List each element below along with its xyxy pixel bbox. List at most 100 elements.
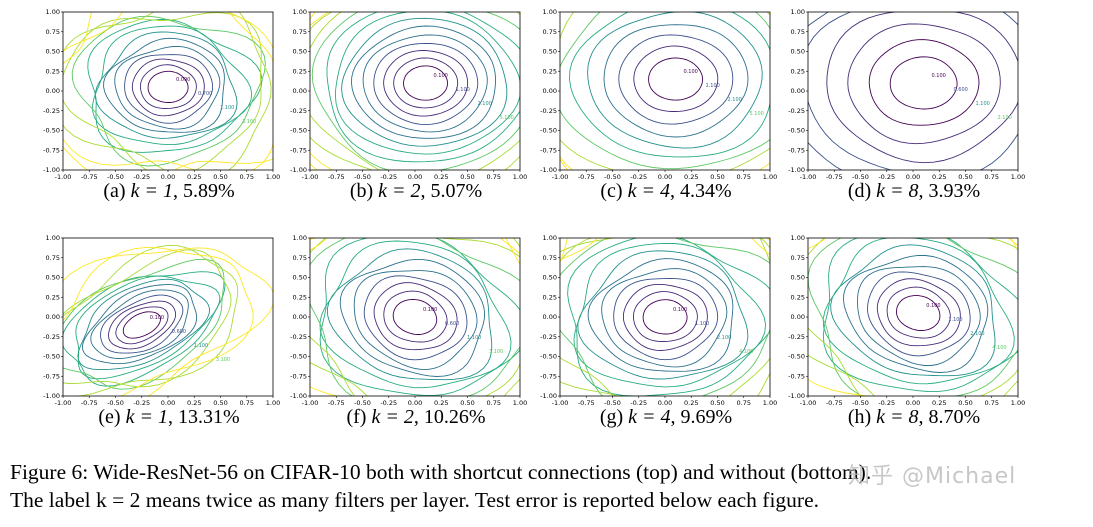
contour-line (319, 238, 520, 396)
contour-level-label: 2.100 (717, 335, 731, 341)
contour-line (311, 12, 520, 170)
contour-line (808, 238, 1018, 396)
contour-plot-f: 0.100 0.600 1.100 3.100 -1.00-1.00 -0.75 -0.75… (290, 234, 527, 407)
y-tick-label: 0.25 (46, 293, 60, 301)
x-tick-label: 0.25 (434, 399, 448, 407)
contour-line (613, 278, 719, 361)
subfigure-caption: (f) k = 2, 10.26% (290, 406, 542, 429)
x-tick-label: -0.75 (578, 399, 595, 407)
x-tick-label: 0.50 (460, 173, 474, 181)
y-tick-label: 1.00 (293, 234, 307, 242)
x-tick-label: -1.00 (552, 173, 569, 181)
contour-line (139, 64, 197, 109)
watermark-text: 知乎 @Michael (848, 464, 1017, 489)
contour-line (351, 25, 496, 139)
contour-line (63, 12, 273, 170)
y-tick-label: 0.00 (46, 87, 60, 95)
contour-line (310, 238, 520, 396)
x-tick-label: -0.50 (107, 173, 124, 181)
x-tick-label: 1.00 (763, 399, 777, 407)
x-tick-label: -0.75 (826, 173, 843, 181)
y-tick-label: -0.75 (540, 372, 557, 380)
y-tick-label: -1.00 (788, 392, 805, 400)
contour-line (808, 238, 1018, 250)
subfigure-label: (f) (346, 406, 372, 428)
contour-line (808, 12, 843, 170)
contour-line (335, 12, 520, 155)
x-tick-label: 0.75 (487, 399, 501, 407)
x-tick-label: 0.75 (737, 399, 751, 407)
x-tick-label: 0.25 (187, 173, 201, 181)
contour-level-label: 3.100 (489, 349, 503, 355)
contour-line (601, 268, 728, 368)
y-tick-label: 1.00 (293, 8, 307, 16)
subfigure-caption: (h) k = 8, 8.70% (788, 406, 1040, 429)
x-tick-label: -0.75 (578, 173, 595, 181)
contour-line (876, 278, 961, 347)
y-tick-label: -0.50 (540, 127, 557, 135)
contour-line (577, 250, 749, 380)
y-tick-label: 0.50 (293, 274, 307, 282)
contour-line (560, 12, 770, 170)
y-tick-label: -0.75 (788, 372, 805, 380)
y-tick-label: 0.75 (543, 254, 557, 262)
contour-level-label: 2.100 (728, 97, 742, 103)
subfigure-caption: (c) k = 4, 4.34% (540, 180, 792, 203)
x-tick-label: 0.50 (958, 399, 972, 407)
y-tick-label: -0.25 (540, 333, 557, 341)
y-tick-label: 0.75 (791, 254, 805, 262)
contour-line (94, 31, 238, 139)
subfigure-label: (b) (349, 180, 379, 202)
contour-level-label: 0.600 (445, 321, 459, 327)
contour-line (847, 23, 1001, 145)
x-tick-label: 0.00 (161, 399, 175, 407)
contour-level-label: 0.100 (150, 315, 164, 321)
contour-level-label: 3.100 (216, 357, 230, 363)
contour-line (896, 295, 941, 331)
contour-line (310, 12, 520, 170)
y-tick-label: 0.75 (46, 28, 60, 36)
contour-plot-d: 0.100 0.600 1.100 2.100 -1.00-1.00 -0.75 -0.75… (788, 8, 1025, 181)
contour-line (573, 242, 767, 388)
contour-line (63, 246, 254, 396)
contour-line (632, 291, 698, 342)
x-tick-label: -0.75 (826, 399, 843, 407)
contour-line (808, 12, 1018, 170)
contour-level-label: 1.100 (976, 101, 990, 107)
x-tick-label: -0.25 (133, 399, 150, 407)
y-tick-label: 0.25 (46, 67, 60, 75)
contour-level-label: 0.100 (434, 73, 448, 79)
contour-level-label: 0.100 (673, 307, 687, 313)
x-tick-label: 0.75 (240, 399, 254, 407)
y-tick-label: -0.25 (290, 333, 307, 341)
x-tick-label: 0.25 (684, 399, 698, 407)
figure-caption-line2: The label k = 2 means twice as many filt… (10, 488, 820, 512)
y-tick-label: 0.00 (46, 313, 60, 321)
x-tick-label: 0.50 (213, 399, 227, 407)
x-tick-label: 1.00 (266, 399, 280, 407)
x-tick-label: -1.00 (800, 173, 817, 181)
contour-plot-e: 0.100 0.600 1.100 3.100 -1.00-1.00 -0.75 -0.75… (43, 234, 280, 407)
contour-line (90, 289, 189, 359)
x-tick-label: 0.00 (906, 173, 920, 181)
contour-line (867, 271, 971, 357)
contour-line (87, 18, 263, 153)
subfigure-k: k = 4 (627, 180, 670, 202)
x-tick-label: 1.00 (1011, 399, 1025, 407)
plot-frame (807, 11, 1019, 171)
y-tick-label: -0.50 (43, 127, 60, 135)
contour-line (560, 156, 770, 170)
subfigure-k: k = 2 (378, 180, 421, 202)
y-tick-label: 0.25 (791, 67, 805, 75)
y-tick-label: -0.25 (788, 107, 805, 115)
y-tick-label: 0.50 (791, 48, 805, 56)
y-tick-label: 0.75 (791, 28, 805, 36)
contour-plot-c: 0.100 1.100 2.100 5.100 -1.00-1.00 -0.75 -0.75… (540, 8, 777, 181)
contour-line (63, 271, 226, 387)
subfigure-error: , 5.07% (420, 180, 483, 202)
y-tick-label: -0.50 (788, 353, 805, 361)
contour-line (403, 65, 448, 101)
y-tick-label: -1.00 (788, 166, 805, 174)
contour-line (131, 58, 205, 117)
x-tick-label: -0.75 (81, 399, 98, 407)
